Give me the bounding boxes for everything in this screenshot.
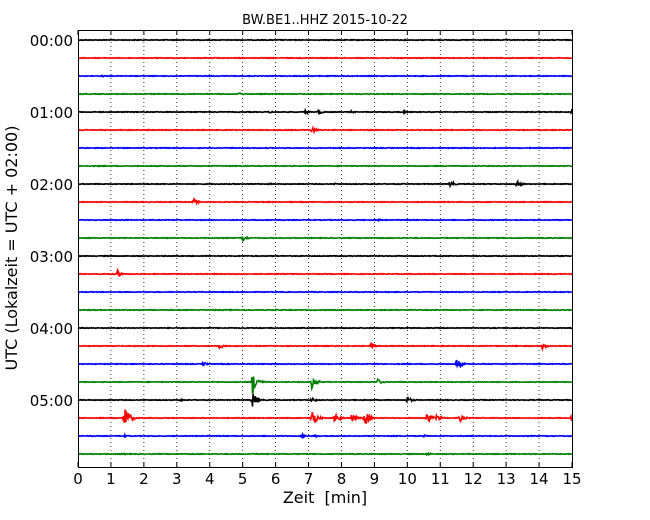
trace-line: [77, 74, 572, 78]
x-tick-label: 2: [139, 470, 149, 488]
trace-line: [77, 393, 573, 407]
y-tick-label: 00:00: [30, 32, 73, 50]
grid: [110, 30, 540, 467]
x-axis-label: Zeit [min]: [283, 488, 367, 507]
x-tick-label: 1: [106, 470, 116, 488]
trace-line: [78, 164, 573, 168]
axis-ticks: 0 1 2 3 4 5 6 7 8 9 10 11 12 13 14 1500:0001:0002:0003:…: [30, 30, 582, 488]
y-tick-label: 02:00: [30, 176, 73, 194]
y-tick-label: 05:00: [30, 392, 73, 410]
trace-line: [77, 376, 573, 394]
trace-line: [77, 196, 573, 206]
traces: [77, 38, 573, 457]
trace-line: [77, 107, 573, 116]
x-tick-label: 14: [530, 470, 549, 488]
y-axis-label: UTC (Lokalzeit = UTC + 02:00): [2, 126, 21, 371]
trace-line: [77, 326, 573, 330]
x-tick-label: 15: [562, 470, 581, 488]
x-tick-label: 3: [172, 470, 182, 488]
y-tick-label: 04:00: [30, 320, 73, 338]
x-tick-label: 6: [271, 470, 281, 488]
x-tick-label: 10: [398, 470, 417, 488]
trace-line: [77, 409, 573, 424]
y-tick-label: 03:00: [30, 248, 73, 266]
trace-line: [78, 124, 573, 135]
x-tick-label: 4: [205, 470, 215, 488]
trace-line: [77, 179, 573, 189]
chart-title: BW.BE1..HHZ 2015-10-22: [242, 13, 408, 28]
trace-line: [77, 38, 573, 42]
trace-line: [77, 267, 573, 277]
x-tick-label: 11: [431, 470, 450, 488]
trace-line: [77, 146, 573, 150]
trace-line: [78, 451, 573, 457]
trace-line: [77, 92, 573, 96]
x-tick-label: 0: [73, 470, 83, 488]
trace-line: [78, 235, 573, 243]
x-tick-label: 8: [337, 470, 347, 488]
trace-line: [78, 254, 573, 258]
x-tick-label: 9: [370, 470, 380, 488]
plot-frame: [78, 30, 573, 468]
trace-line: [77, 359, 573, 369]
trace-line: [77, 217, 573, 223]
trace-line: [77, 342, 573, 352]
trace-line: [78, 308, 573, 312]
x-tick-label: 7: [304, 470, 314, 488]
x-tick-label: 13: [497, 470, 516, 488]
trace-line: [77, 56, 573, 60]
trace-line: [77, 431, 573, 439]
y-tick-label: 01:00: [30, 104, 73, 122]
x-tick-label: 12: [464, 470, 483, 488]
trace-line: [77, 290, 573, 294]
x-tick-label: 5: [238, 470, 248, 488]
